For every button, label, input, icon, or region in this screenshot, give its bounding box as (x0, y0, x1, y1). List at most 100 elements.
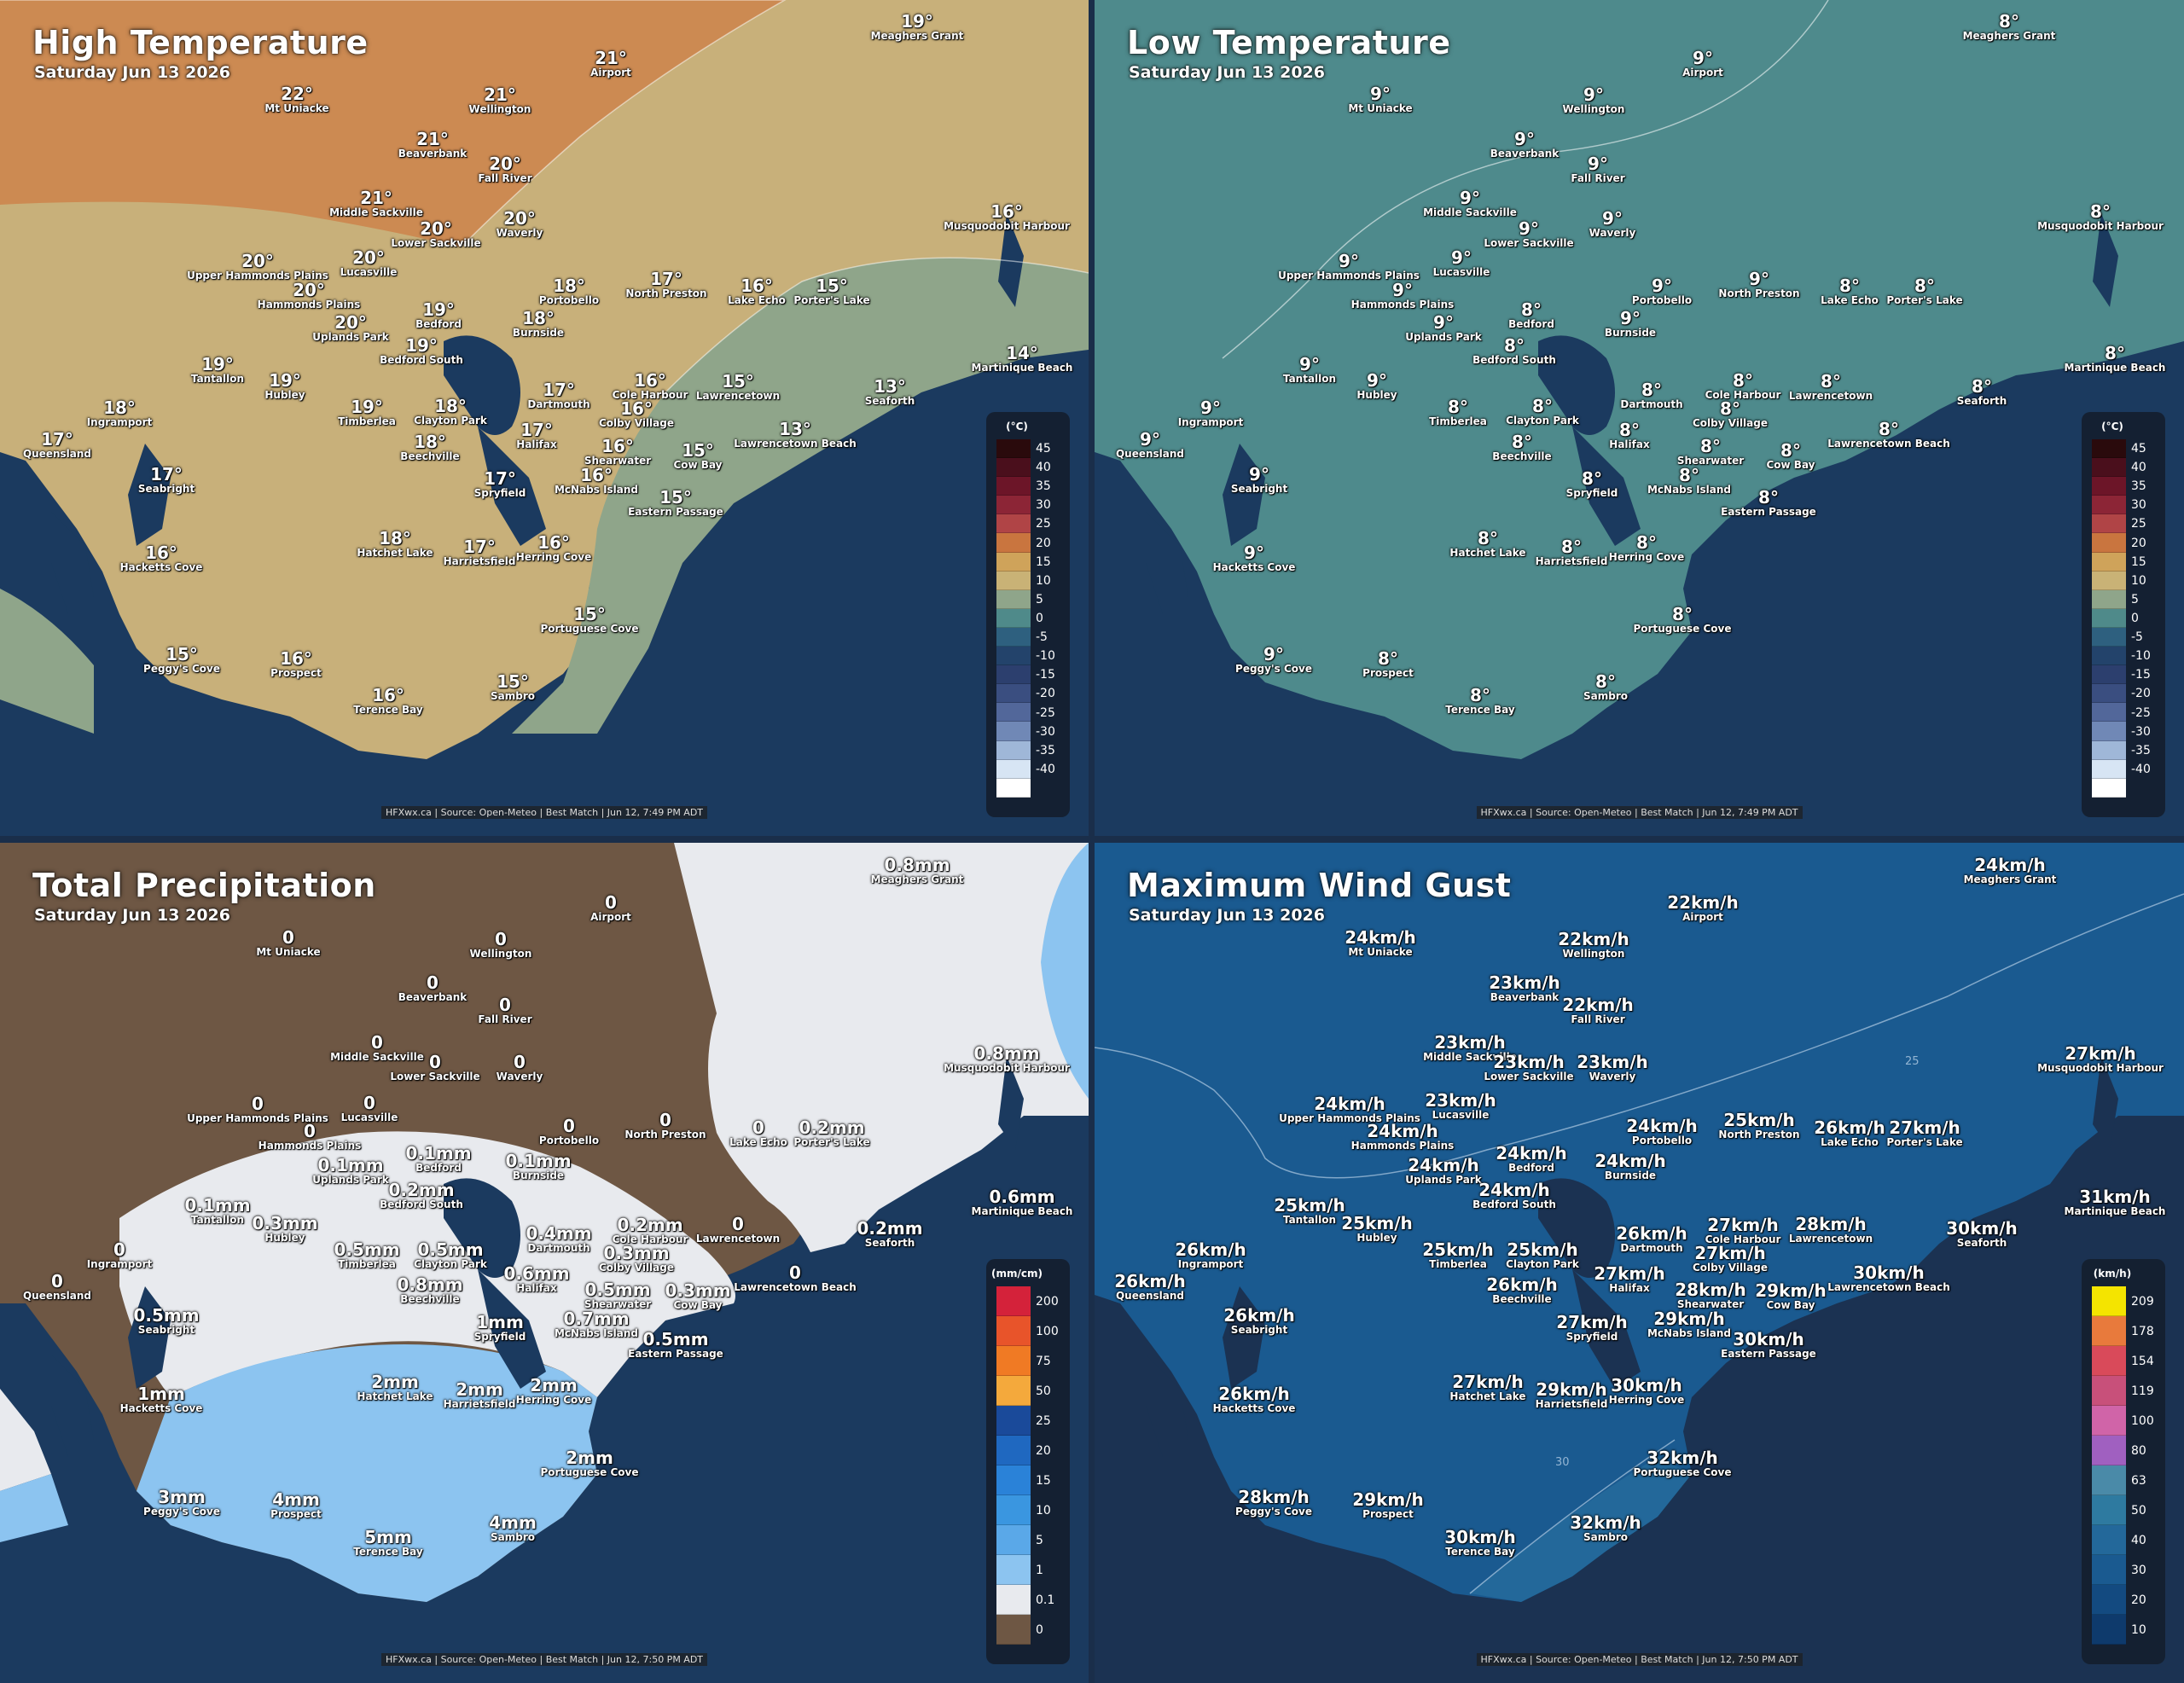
legend-tick: 20 (1036, 1443, 1051, 1458)
legend-swatch (2092, 778, 2126, 798)
legend-tick: 15 (2131, 554, 2146, 569)
station-label: 19° Meaghers Grant (871, 13, 964, 41)
station-label: 0 Beaverbank (398, 974, 467, 1002)
station-label: 16° Prospect (270, 650, 322, 678)
station-label: 0 Hammonds Plains (258, 1123, 362, 1151)
legend-tick: 50 (1036, 1384, 1051, 1398)
station-label: 0.5mm Shearwater (584, 1281, 651, 1309)
station-value: 0 (252, 1094, 264, 1114)
station-name: Burnside (1604, 1169, 1657, 1181)
station-value: 29km/h (1653, 1309, 1725, 1329)
legend-swatch (996, 1406, 1031, 1436)
station-value: 9° (1140, 429, 1160, 450)
station-label: 0.6mm Halifax (503, 1265, 569, 1293)
station-value: 9° (1749, 269, 1769, 289)
legend-tick: -10 (1036, 649, 1055, 664)
station-name: Musquodobit Harbour (944, 220, 1070, 232)
station-name: Hatchet Lake (357, 1390, 433, 1402)
station-name: Martinique Beach (2064, 362, 2166, 374)
station-name: Lawrencetown (1788, 1233, 1873, 1245)
station-label: 27km/h Spryfield (1556, 1314, 1628, 1342)
station-label: 0 Middle Sackville (330, 1034, 424, 1062)
station-label: 25km/h North Preston (1718, 1111, 1799, 1140)
station-value: 0.8mm (884, 855, 950, 875)
station-value: 8° (1582, 468, 1602, 489)
station-name: Middle Sackville (330, 1051, 424, 1063)
station-name: Lake Echo (728, 294, 786, 306)
station-name: Musquodobit Harbour (2037, 1062, 2164, 1074)
station-label: 4mm Prospect (270, 1491, 322, 1519)
station-value: 20° (293, 280, 325, 300)
station-name: Lucasville (1432, 1109, 1490, 1121)
station-value: 8° (1470, 685, 1490, 705)
legend-tick: -25 (2131, 705, 2151, 720)
station-name: Lower Sackville (1484, 1071, 1574, 1082)
station-label: 24km/h Bedford South (1472, 1181, 1556, 1210)
station-value: 8° (1999, 11, 2019, 32)
station-name: Hatchet Lake (1449, 547, 1526, 559)
station-name: Ingramport (1177, 1258, 1244, 1270)
station-label: 3mm Peggy's Cove (143, 1489, 220, 1517)
station-label: 0.8mm Musquodobit Harbour (944, 1045, 1070, 1073)
station-name: Ingramport (86, 416, 153, 428)
station-label: 17° Halifax (516, 421, 556, 450)
station-name: Shearwater (584, 455, 652, 467)
station-name: Lawrencetown Beach (1827, 1281, 1950, 1293)
station-value: 8° (1672, 604, 1693, 624)
station-name: Lawrencetown Beach (734, 1281, 857, 1293)
legend-swatch (996, 647, 1031, 666)
station-value: 0 (427, 972, 439, 993)
station-label: 8° Timberlea (1429, 398, 1487, 427)
station-name: Hatchet Lake (1449, 1390, 1526, 1402)
station-value: 0.8mm (973, 1043, 1040, 1064)
station-value: 0.3mm (603, 1243, 670, 1263)
station-name: Colby Village (1693, 417, 1768, 429)
station-value: 9° (1588, 154, 1608, 174)
station-label: 0.5mm Eastern Passage (628, 1331, 723, 1359)
station-value: 8° (1879, 419, 1899, 439)
station-name: McNabs Island (1647, 1327, 1732, 1339)
legend-tick: 45 (1036, 442, 1051, 456)
station-value: 8° (1532, 396, 1553, 416)
station-value: 19° (422, 299, 455, 320)
legend-tick: 45 (2131, 442, 2146, 456)
station-label: 15° Cow Bay (673, 442, 722, 470)
station-name: Dartmouth (1620, 398, 1683, 410)
station-label: 8° Shearwater (1677, 438, 1744, 466)
station-name: Timberlea (338, 1258, 396, 1270)
station-name: Beechville (1492, 1293, 1552, 1305)
station-value: 19° (351, 397, 383, 417)
legend-tick: 40 (2131, 461, 2146, 475)
legend-tick: 154 (2131, 1354, 2154, 1368)
station-value: 0 (282, 927, 294, 948)
station-name: Lawrencetown (695, 390, 781, 402)
station-name: Musquodobit Harbour (2037, 220, 2164, 232)
station-value: 19° (901, 11, 933, 32)
station-name: Meaghers Grant (870, 30, 964, 42)
station-name: Lower Sackville (391, 237, 481, 249)
station-label: 8° Colby Village (1693, 400, 1768, 428)
station-name: Halifax (1609, 438, 1650, 450)
station-name: Waverly (1589, 227, 1636, 239)
legend-tick: -20 (1036, 687, 1055, 701)
legend-tick: 5 (1036, 592, 1043, 606)
station-label: 21° Beaverbank (398, 131, 467, 159)
station-name: Clayton Park (414, 415, 487, 427)
station-label: 30km/h Terence Bay (1444, 1529, 1516, 1557)
station-label: 17° North Preston (625, 270, 706, 299)
precipitation-map (0, 843, 1089, 1683)
station-name: Eastern Passage (628, 506, 723, 518)
station-label: 27km/h Porter's Lake (1886, 1119, 1962, 1147)
station-value: 27km/h (1694, 1243, 1766, 1263)
legend-swatch (996, 1316, 1031, 1346)
station-label: 30km/h Herring Cove (1609, 1377, 1684, 1405)
station-name: Lucasville (340, 266, 398, 278)
station-value: 8° (1679, 465, 1699, 485)
station-label: 20° Lower Sackville (391, 220, 480, 248)
legend-tick: -35 (1036, 743, 1055, 757)
station-label: 5mm Terence Bay (353, 1529, 422, 1557)
station-label: 16° Cole Harbour (613, 372, 688, 400)
station-label: 0.2mm Bedford South (380, 1181, 463, 1210)
station-label: 8° Herring Cove (1609, 534, 1684, 562)
legend-tick: 10 (1036, 573, 1051, 588)
